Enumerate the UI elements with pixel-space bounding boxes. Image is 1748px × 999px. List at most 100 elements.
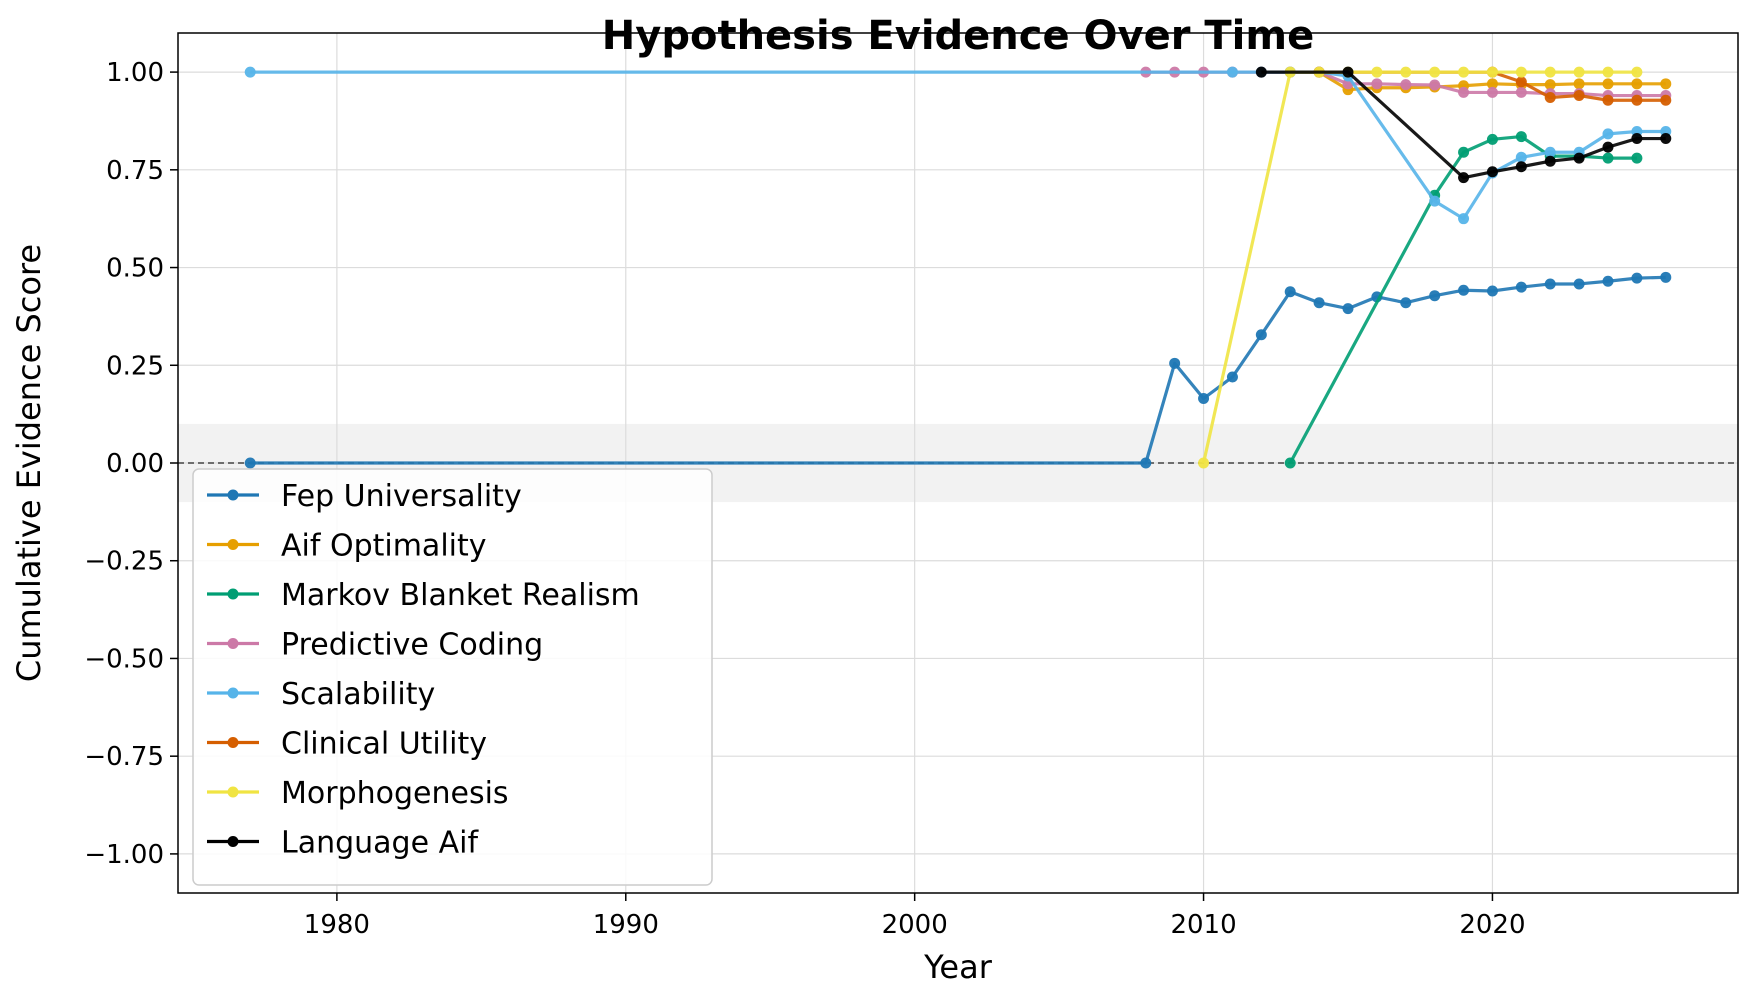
legend-marker bbox=[227, 737, 239, 748]
legend-label: Scalability bbox=[281, 677, 435, 712]
legend: Fep Universality Aif Optimality Markov Bla… bbox=[192, 468, 713, 886]
data-point bbox=[1400, 297, 1412, 309]
data-point bbox=[1515, 66, 1527, 78]
legend-marker bbox=[227, 588, 239, 600]
series-line bbox=[1288, 134, 1637, 464]
data-point bbox=[1255, 66, 1267, 78]
legend-item: Language Aif bbox=[207, 826, 479, 861]
legend-label: Language Aif bbox=[281, 826, 479, 861]
tick-layer: 1980 1990 2000 2010 2020 1.00 0.75 0.50 0.25 0.00… bbox=[84, 58, 1525, 940]
data-point bbox=[1573, 78, 1585, 90]
data-point bbox=[1602, 78, 1614, 90]
data-point bbox=[1544, 92, 1556, 103]
data-point bbox=[1602, 275, 1614, 287]
legend-item: Fep Universality bbox=[207, 479, 522, 514]
data-point bbox=[1313, 297, 1325, 309]
data-point bbox=[1544, 155, 1556, 167]
data-point bbox=[1515, 131, 1527, 143]
y-tick-label: 0.50 bbox=[106, 254, 164, 284]
legend-frame bbox=[192, 468, 713, 886]
legend-item: Predictive Coding bbox=[207, 628, 543, 663]
legend-label: Fep Universality bbox=[281, 479, 522, 514]
data-point bbox=[1458, 146, 1470, 158]
data-point bbox=[1458, 284, 1470, 296]
data-point bbox=[1342, 66, 1354, 78]
data-point bbox=[1602, 152, 1614, 164]
series-line bbox=[1261, 70, 1666, 180]
data-point bbox=[1371, 78, 1383, 90]
data-point bbox=[1486, 285, 1498, 297]
y-tick-label: 0.25 bbox=[106, 351, 164, 381]
data-point bbox=[1631, 133, 1643, 145]
legend-item: Aif Optimality bbox=[207, 529, 487, 564]
data-point bbox=[1458, 213, 1470, 225]
data-point bbox=[1284, 457, 1296, 469]
data-point bbox=[1486, 166, 1498, 178]
legend-marker bbox=[227, 489, 239, 501]
y-tick-label: −1.00 bbox=[84, 840, 164, 870]
y-axis-label: Cumulative Evidence Score bbox=[10, 244, 48, 682]
data-point bbox=[1371, 66, 1383, 78]
x-tick-label: 2020 bbox=[1459, 910, 1525, 940]
data-point bbox=[1458, 172, 1470, 184]
data-point bbox=[1515, 151, 1527, 163]
data-point bbox=[1226, 66, 1238, 78]
legend-item: Morphogenesis bbox=[207, 776, 509, 811]
legend-label: Morphogenesis bbox=[281, 776, 509, 811]
y-tick-label: −0.25 bbox=[84, 547, 164, 577]
legend-marker bbox=[227, 539, 239, 550]
data-point bbox=[1400, 66, 1412, 78]
data-point bbox=[1486, 133, 1498, 145]
y-tick-label: 1.00 bbox=[106, 58, 164, 88]
data-point bbox=[1660, 133, 1672, 145]
data-point bbox=[1602, 94, 1614, 106]
data-point bbox=[1486, 86, 1498, 98]
data-point bbox=[1429, 195, 1441, 207]
legend-label: Markov Blanket Realism bbox=[281, 578, 640, 613]
data-point bbox=[1342, 303, 1354, 315]
data-point bbox=[1573, 90, 1585, 102]
data-point bbox=[1255, 329, 1267, 341]
series-language-aif bbox=[1255, 66, 1672, 184]
data-point bbox=[1198, 457, 1210, 469]
data-point bbox=[1602, 128, 1614, 140]
data-point bbox=[1429, 290, 1441, 302]
series-line bbox=[250, 70, 1666, 221]
x-tick-label: 1980 bbox=[304, 910, 370, 940]
data-point bbox=[1284, 286, 1296, 298]
data-point bbox=[1429, 66, 1441, 78]
legend-item: Clinical Utility bbox=[207, 727, 487, 762]
data-point bbox=[1458, 86, 1470, 98]
series-fep-universality bbox=[244, 271, 1672, 469]
data-point bbox=[1660, 78, 1672, 90]
data-point bbox=[1544, 278, 1556, 290]
y-tick-label: 0.00 bbox=[106, 449, 164, 479]
data-point bbox=[1486, 78, 1498, 90]
data-point bbox=[1140, 457, 1152, 469]
series-layer bbox=[244, 66, 1672, 469]
data-point bbox=[1573, 278, 1585, 290]
legend-item: Scalability bbox=[207, 677, 435, 712]
x-tick-label: 1990 bbox=[593, 910, 659, 940]
data-point bbox=[1486, 66, 1498, 78]
chart-title: Hypothesis Evidence Over Time bbox=[602, 13, 1314, 59]
legend-label: Predictive Coding bbox=[281, 628, 543, 663]
data-point bbox=[1631, 66, 1643, 78]
data-point bbox=[1660, 94, 1672, 106]
data-point bbox=[244, 66, 256, 78]
data-point bbox=[1515, 76, 1527, 88]
data-point bbox=[1573, 66, 1585, 78]
legend-item: Markov Blanket Realism bbox=[207, 578, 640, 613]
legend-label: Clinical Utility bbox=[281, 727, 487, 762]
data-point bbox=[1544, 146, 1556, 158]
data-point bbox=[244, 457, 256, 469]
y-tick-label: −0.50 bbox=[84, 644, 164, 674]
data-point bbox=[1602, 141, 1614, 153]
data-point bbox=[1226, 371, 1238, 383]
legend-label: Aif Optimality bbox=[281, 529, 487, 564]
legend-marker bbox=[227, 786, 239, 798]
data-point bbox=[1515, 161, 1527, 173]
data-point bbox=[1602, 66, 1614, 78]
data-point bbox=[1631, 94, 1643, 106]
